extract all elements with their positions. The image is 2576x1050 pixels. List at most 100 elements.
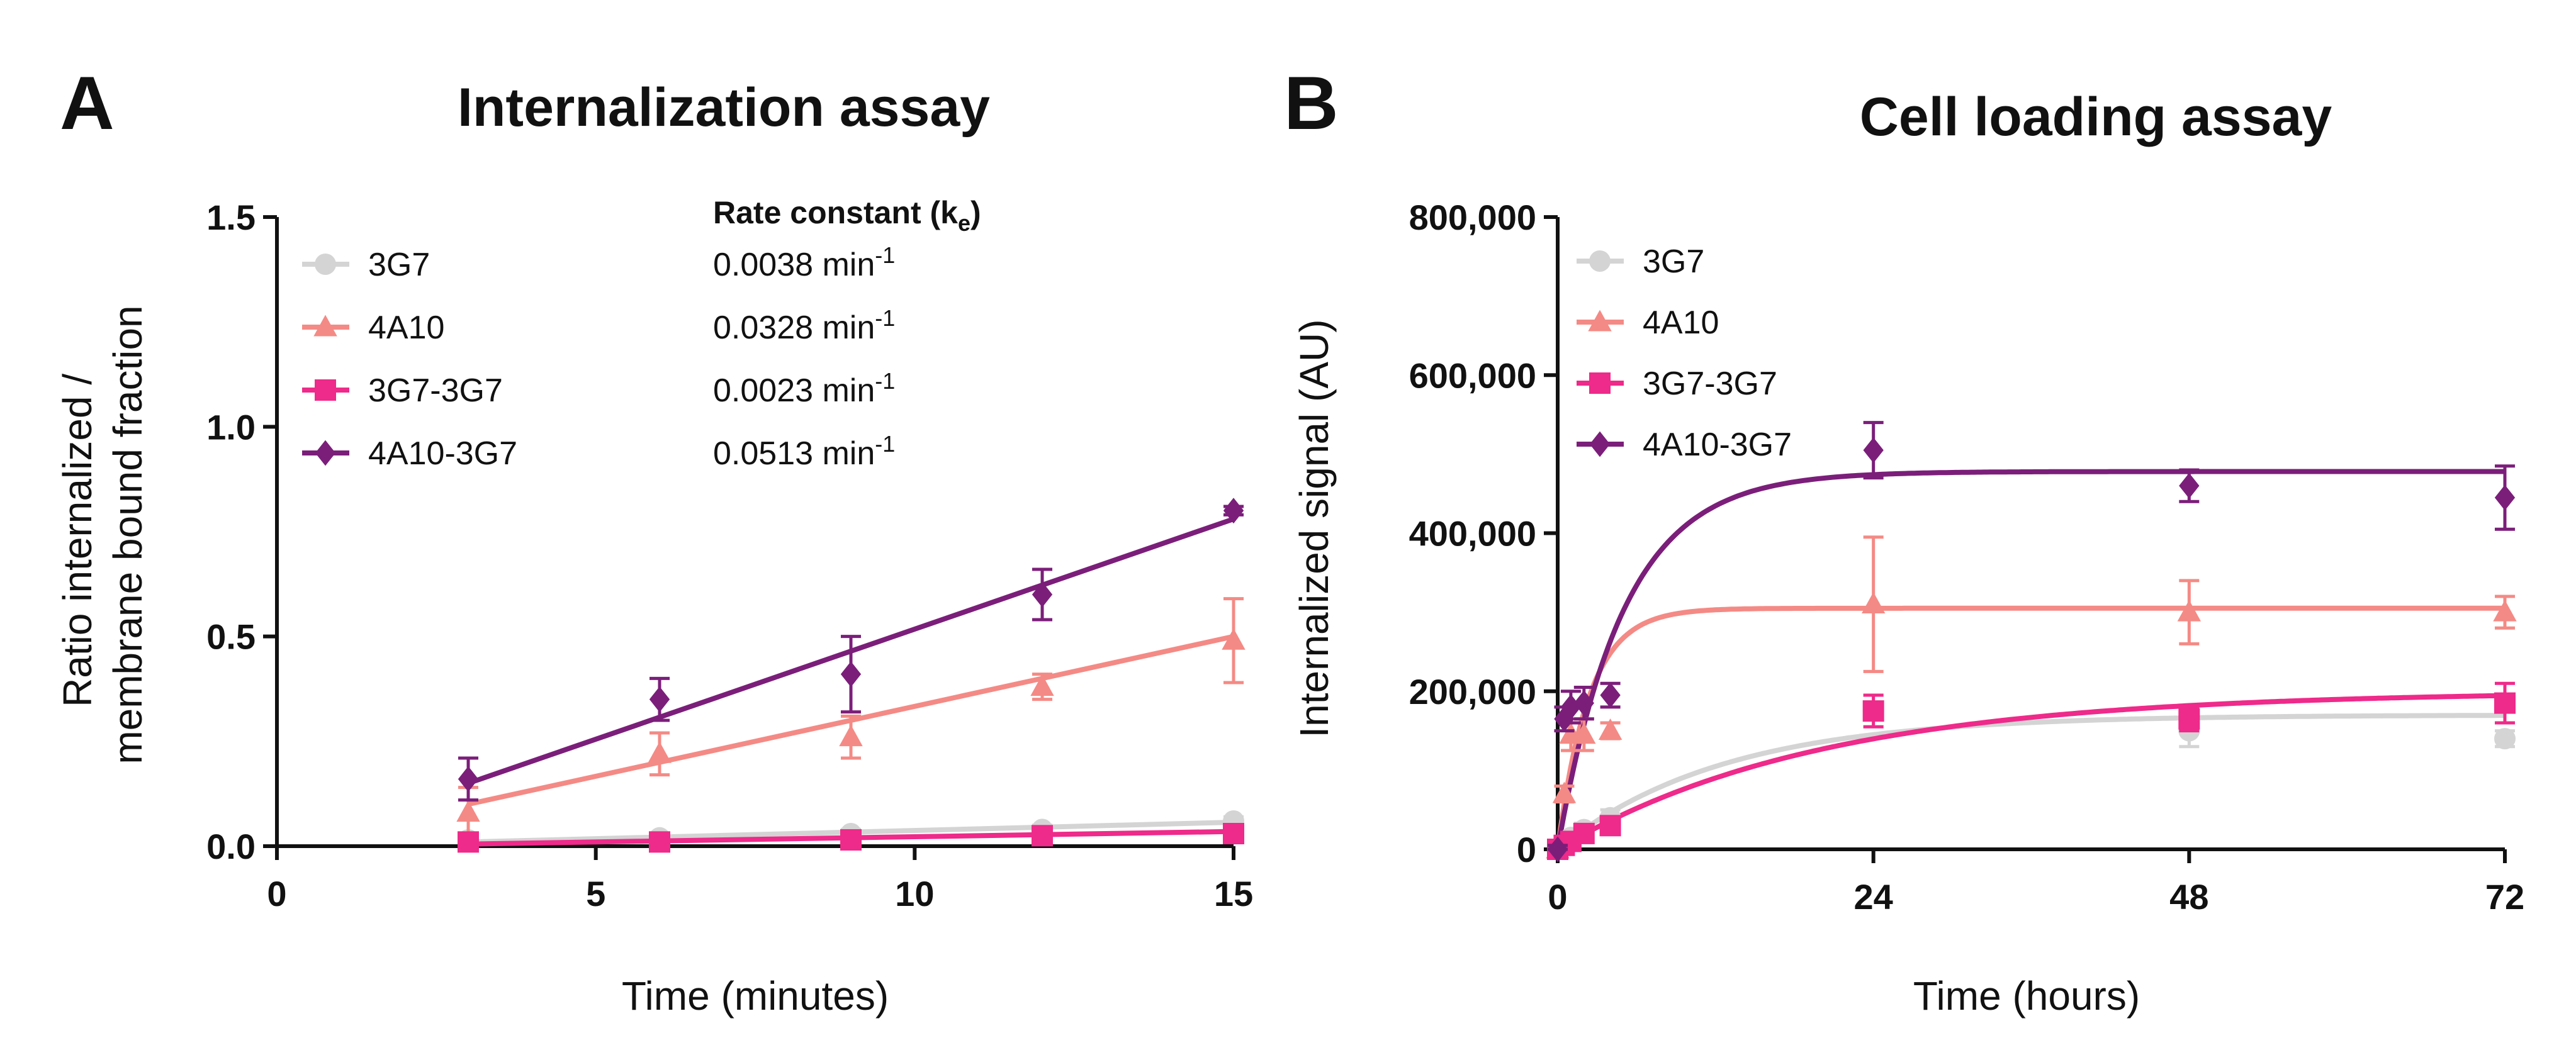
- panel-a-data-point-4a10: [1030, 674, 1054, 696]
- panel-a-y-tick-label: 0.0: [206, 827, 256, 866]
- panel-a-data-point-4a10-3g7: [649, 686, 670, 713]
- rate-header-end: ): [970, 195, 981, 230]
- panel-b-fit-curve-4a10: [1555, 605, 2505, 850]
- panel-b-data-point-4a10: [1552, 781, 1577, 803]
- panel-b-fit-curve-3g7-3g7: [1556, 693, 2506, 852]
- panel-b-data-point-3g7-3g7: [1599, 815, 1621, 837]
- panel-a-y-tick-label: 1.5: [206, 198, 256, 237]
- panel-a-legend-marker-4a10-3g7: [315, 440, 336, 466]
- panel-b-legend-marker-4a10: [1588, 310, 1612, 332]
- panel-b-series-3g7: [1547, 693, 2516, 860]
- panel-b-y-tick-label: 800,000: [1409, 198, 1536, 237]
- panel-b-legend-label-4a10-3g7: 4A10-3G7: [1643, 427, 1792, 463]
- panel-b-data-point-4a10: [1861, 592, 1886, 614]
- panel-a-data-point-3g7-3g7: [649, 831, 670, 853]
- panel-b-legend-marker-3g7-3g7: [1589, 372, 1611, 394]
- panel-b-axes: 0 24 48 72 0 200,000 400,000 600,000 800,000: [1409, 198, 2525, 917]
- panel-b-fit-lines: [1555, 469, 2506, 852]
- panel-b-data-point-4a10: [2177, 600, 2202, 622]
- panel-b-series-4a10-3g7: [1547, 421, 2516, 863]
- panel-a-data-point-4a10-3g7: [458, 766, 479, 792]
- panel-a-x-axis-label: Time (minutes): [622, 973, 889, 1019]
- panel-b-x-tick-label: 48: [2169, 877, 2208, 917]
- panel-a-letter: A: [60, 61, 115, 145]
- panel-a-x-tick-label: 5: [586, 874, 605, 913]
- panel-b-legend-label-4a10: 4A10: [1643, 304, 1719, 341]
- panel-b-fit-curve-4a10-3g7: [1555, 469, 2505, 850]
- panel-a-rate-value-3g7: 0.0038 min-1: [713, 242, 895, 283]
- panel-b-y-tick-label: 400,000: [1409, 514, 1536, 554]
- panel-a: A Internalization assay Ratio internaliz…: [55, 61, 1253, 1019]
- panel-a-data-point-4a10-3g7: [1223, 498, 1244, 524]
- rate-header-sub: e: [958, 210, 970, 236]
- panel-a-series-3g7-3g7: [458, 823, 1244, 853]
- panel-b-data-point-4a10-3g7: [1573, 690, 1594, 716]
- panel-a-y-tick-label: 0.5: [206, 617, 256, 657]
- panel-b-data-point-3g7-3g7: [1862, 700, 1884, 722]
- panel-a-data-point-4a10: [839, 725, 863, 747]
- panel-b-letter: B: [1284, 61, 1339, 145]
- panel-a-data-point-4a10: [648, 741, 672, 763]
- panel-b-data-point-3g7: [2494, 728, 2516, 750]
- panel-b-legend-marker-3g7: [1589, 250, 1611, 272]
- panel-a-legend-marker-3g7: [315, 254, 336, 275]
- panel-a-data-point-4a10: [1222, 628, 1246, 650]
- panel-b-data-point-4a10-3g7: [1600, 682, 1621, 708]
- panel-a-data-point-4a10-3g7: [840, 661, 862, 688]
- panel-a-data-point-4a10-3g7: [1032, 581, 1053, 608]
- panel-a-data-points: [456, 498, 1246, 853]
- panel-b-series-3g7-3g7: [1547, 681, 2516, 860]
- panel-b-y-tick-label: 0: [1517, 830, 1536, 869]
- panel-a-legend-label-4a10-3g7: 4A10-3G7: [368, 435, 517, 472]
- panel-a-rate-value-4a10: 0.0328 min-1: [713, 305, 895, 346]
- panel-b-x-tick-label: 0: [1548, 877, 1567, 917]
- panel-b-x-tick-label: 24: [1854, 877, 1893, 917]
- panel-b-data-point-3g7-3g7: [2494, 692, 2516, 714]
- panel-a-axes: 0 5 10 15 0.0 0.5 1.0 1.5: [206, 198, 1253, 913]
- panel-a-legend-label-4a10: 4A10: [368, 310, 444, 346]
- panel-b-legend-label-3g7-3g7: 3G7-3G7: [1643, 366, 1777, 402]
- panel-b-y-tick-label: 200,000: [1409, 672, 1536, 712]
- panel-a-y-axis-label: Ratio internalized / membrane bound frac…: [55, 305, 150, 764]
- panel-a-legend-marker-3g7-3g7: [315, 379, 336, 401]
- panel-b-data-point-4a10-3g7: [1863, 437, 1884, 463]
- panel-a-data-point-3g7-3g7: [1032, 825, 1053, 847]
- panel-b-legend-marker-4a10-3g7: [1589, 431, 1611, 457]
- panel-a-legend: 3G7 0.0038 min-1 4A10 0.0328 min-1 3G7-3G7 0.…: [302, 242, 895, 472]
- panel-a-rate-value-3g7-3g7: 0.0023 min-1: [713, 368, 895, 409]
- rate-constant-header: Rate constant (ke): [713, 195, 981, 236]
- panel-b-data-point-4a10: [1598, 718, 1623, 740]
- panel-b-legend-label-3g7: 3G7: [1643, 243, 1704, 280]
- panel-b-data-point-4a10-3g7: [2179, 472, 2200, 499]
- panel-a-data-point-3g7-3g7: [1223, 823, 1244, 844]
- panel-a-series-4a10: [456, 597, 1246, 840]
- panel-b-y-tick-label: 600,000: [1409, 355, 1536, 395]
- panel-b-data-point-4a10: [1572, 722, 1596, 744]
- panel-b-title: Cell loading assay: [1860, 87, 2332, 147]
- panel-a-title: Internalization assay: [458, 77, 990, 138]
- panel-a-rate-value-4a10-3g7: 0.0513 min-1: [713, 431, 895, 472]
- panel-a-legend-marker-4a10: [313, 315, 337, 337]
- panel-b-x-axis-label: Time (hours): [1913, 973, 2140, 1019]
- panel-b-x-tick-label: 72: [2485, 877, 2524, 917]
- panel-b-data-point-3g7-3g7: [1573, 822, 1595, 844]
- panel-b-data-points: [1546, 421, 2517, 863]
- rate-header-main: Rate constant (k: [713, 195, 958, 230]
- panel-b-y-axis-label: Internalized signal (AU): [1291, 319, 1337, 737]
- panel-b-legend: 3G7 4A10 3G7-3G7 4A10-3G7: [1577, 243, 1792, 463]
- panel-a-x-tick-label: 10: [895, 874, 934, 913]
- panel-b-data-point-4a10-3g7: [1547, 836, 1568, 863]
- panel-a-y-axis-label-line1: Ratio internalized /: [55, 374, 100, 707]
- panel-a-series-4a10-3g7: [458, 498, 1244, 802]
- panel-b-fit-curve-3g7: [1556, 713, 2505, 852]
- panel-a-data-point-3g7-3g7: [840, 829, 862, 851]
- panel-a-data-point-4a10: [456, 800, 480, 822]
- panel-b-data-point-4a10: [2493, 600, 2517, 622]
- panel-b-data-point-3g7-3g7: [2178, 708, 2200, 730]
- panel-b: B Cell loading assay Internalized signal…: [1284, 61, 2524, 1019]
- panel-b-data-point-4a10-3g7: [2494, 484, 2516, 511]
- panel-a-x-tick-label: 15: [1214, 874, 1253, 913]
- panel-a-data-point-3g7-3g7: [458, 831, 479, 853]
- panel-a-y-axis-label-line2: membrane bound fraction: [105, 305, 150, 764]
